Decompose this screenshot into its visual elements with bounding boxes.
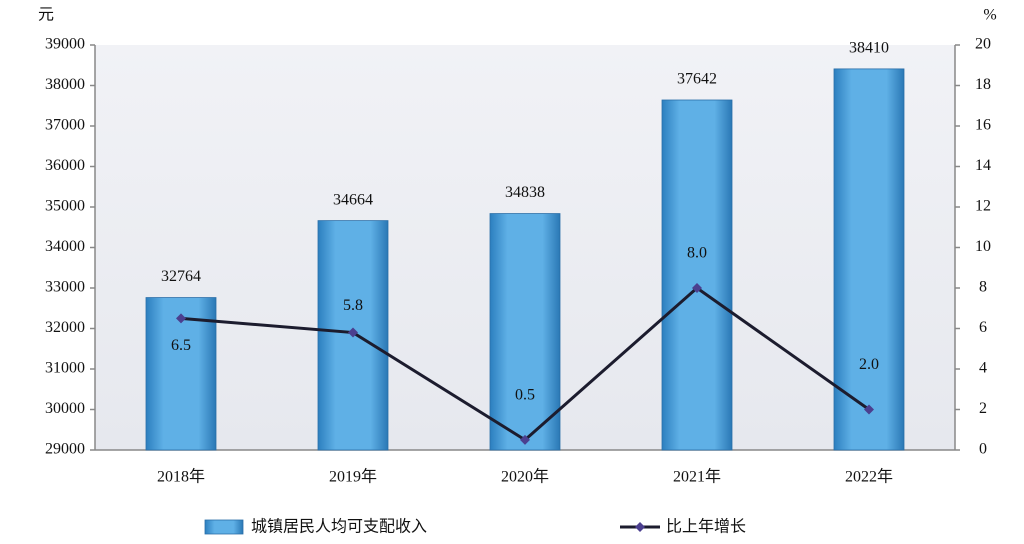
bar-value-label: 37642 bbox=[677, 71, 717, 88]
x-tick-label: 2018年 bbox=[157, 468, 205, 486]
y2-tick-label: 4 bbox=[979, 360, 987, 377]
y2-tick-label: 6 bbox=[979, 319, 987, 336]
y-tick-label: 33000 bbox=[45, 279, 85, 296]
line-marker bbox=[692, 283, 702, 293]
y2-tick-label: 10 bbox=[975, 238, 991, 255]
bar-value-label: 38410 bbox=[849, 40, 889, 57]
y-tick-label: 38000 bbox=[45, 76, 85, 93]
bar-value-label: 34664 bbox=[333, 191, 373, 208]
bar bbox=[833, 68, 905, 451]
y2-tick-label: 12 bbox=[975, 198, 991, 215]
bar bbox=[489, 213, 561, 451]
y2-tick-label: 16 bbox=[975, 117, 991, 134]
legend-label: 城镇居民人均可支配收入 bbox=[251, 517, 427, 536]
x-tick-label: 2022年 bbox=[845, 468, 893, 486]
y2-tick-label: 18 bbox=[975, 76, 991, 93]
legend-label: 比上年增长 bbox=[666, 517, 746, 536]
line-value-label: 0.5 bbox=[515, 387, 535, 404]
y-tick-label: 37000 bbox=[45, 117, 85, 134]
y-tick-label: 29000 bbox=[45, 441, 85, 458]
y2-tick-label: 20 bbox=[975, 36, 991, 53]
y-unit: 元 bbox=[38, 7, 54, 24]
y2-tick-label: 2 bbox=[979, 400, 987, 417]
x-tick-label: 2021年 bbox=[673, 468, 721, 486]
y2-tick-label: 8 bbox=[979, 279, 987, 296]
line-value-label: 6.5 bbox=[171, 337, 191, 354]
line-value-label: 2.0 bbox=[859, 356, 879, 373]
line-marker bbox=[348, 327, 358, 338]
y-tick-label: 32000 bbox=[45, 319, 85, 336]
legend-marker bbox=[635, 522, 645, 532]
bar bbox=[661, 99, 733, 451]
bar-value-label: 34838 bbox=[505, 184, 545, 201]
y-tick-label: 30000 bbox=[45, 400, 85, 417]
y-tick-label: 34000 bbox=[45, 238, 85, 255]
line-marker bbox=[176, 313, 186, 324]
line-value-label: 8.0 bbox=[687, 245, 707, 262]
legend-swatch bbox=[204, 519, 244, 535]
line-marker bbox=[864, 404, 874, 415]
x-tick-label: 2020年 bbox=[501, 468, 549, 486]
y2-tick-label: 0 bbox=[979, 441, 987, 458]
y-tick-label: 31000 bbox=[45, 360, 85, 377]
bar-value-label: 32764 bbox=[161, 268, 201, 285]
y-tick-label: 36000 bbox=[45, 157, 85, 174]
line-marker bbox=[520, 434, 530, 445]
y-tick-label: 39000 bbox=[45, 36, 85, 53]
x-tick-label: 2019年 bbox=[329, 468, 377, 486]
y2-unit: % bbox=[983, 7, 996, 24]
line-value-label: 5.8 bbox=[343, 297, 363, 314]
y2-tick-label: 14 bbox=[975, 157, 991, 174]
y-tick-label: 35000 bbox=[45, 198, 85, 215]
